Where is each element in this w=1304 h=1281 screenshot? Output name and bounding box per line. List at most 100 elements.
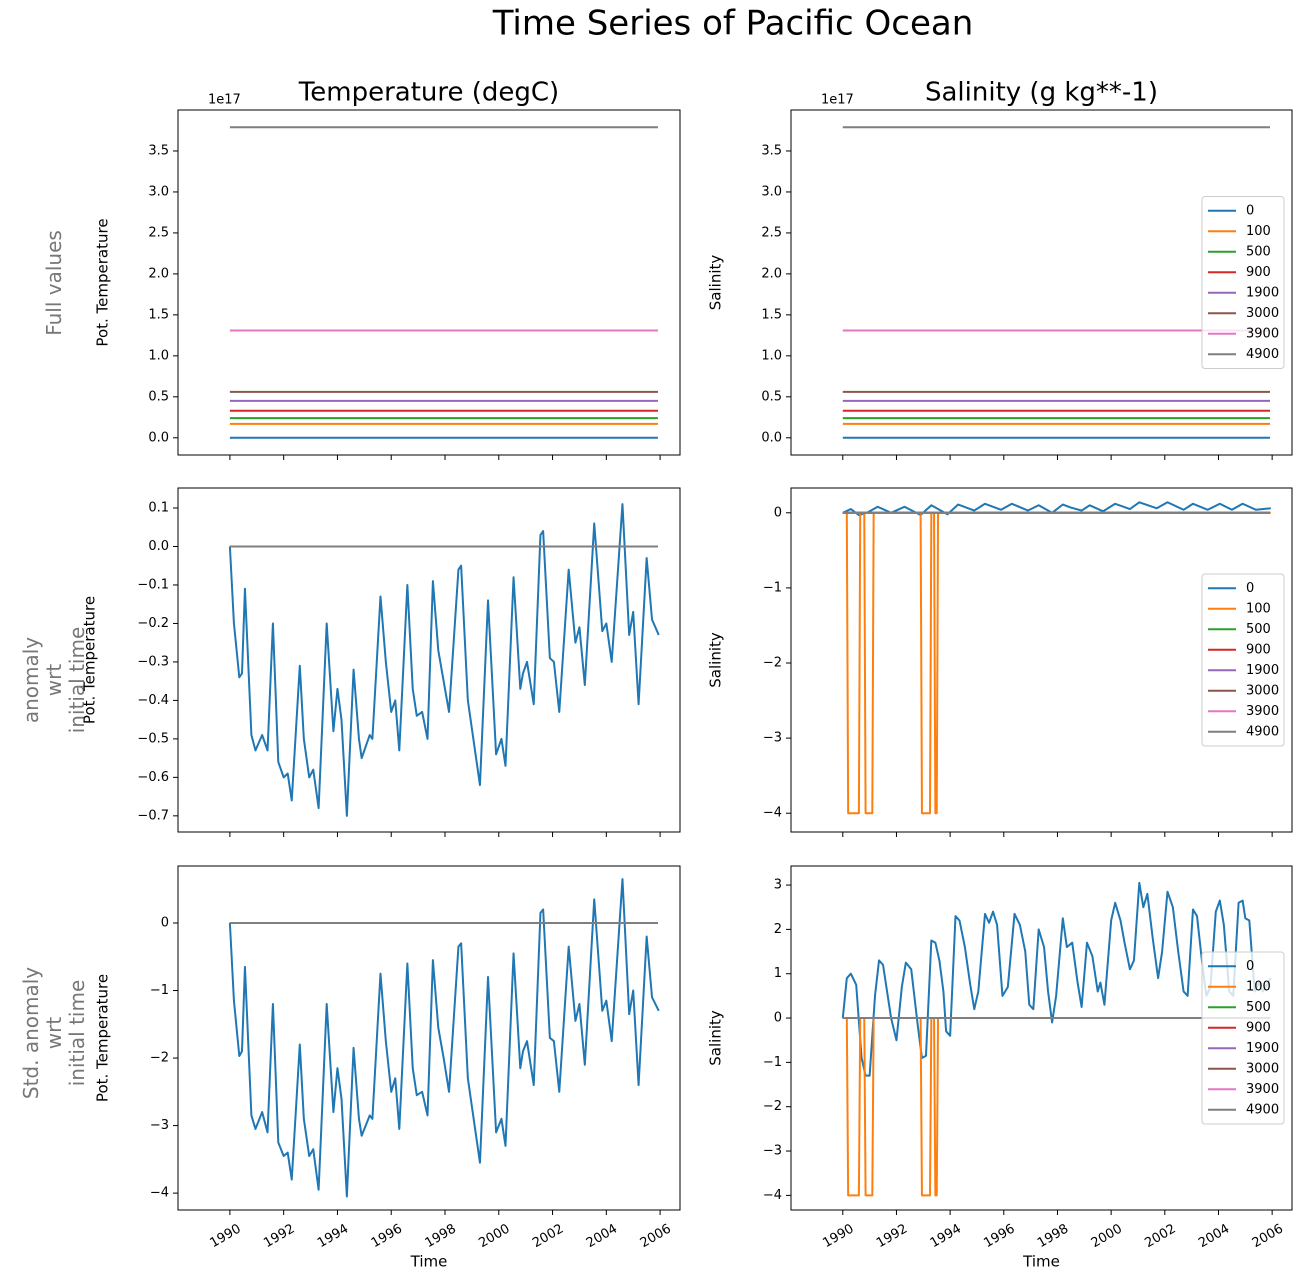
plot-frame <box>790 865 1293 1211</box>
legend-label: 900 <box>1246 642 1271 657</box>
x-tick-label: 1998 <box>423 1222 459 1252</box>
x-tick-label: 1996 <box>369 1222 405 1252</box>
plot-frame <box>177 487 681 833</box>
row-label: Full values <box>42 230 66 336</box>
x-tick-label: 2004 <box>584 1222 620 1252</box>
x-tick-label: 1996 <box>981 1222 1017 1252</box>
x-tick-label: 2000 <box>1089 1222 1125 1252</box>
legend-box <box>1201 573 1285 747</box>
plot-frame <box>177 865 681 1211</box>
y-tick-label: −4 <box>763 1188 782 1203</box>
plot-frame <box>177 109 681 456</box>
y-tick-label: 1 <box>774 966 782 981</box>
legend-label: 1900 <box>1246 663 1279 678</box>
x-tick-label: 2002 <box>530 1222 566 1252</box>
y-axis-label: Pot. Temperature <box>81 596 99 724</box>
y-tick-label: 0 <box>774 505 782 520</box>
y-tick-label: 2 <box>774 922 782 937</box>
y-tick-label: −0.4 <box>137 693 169 708</box>
y-tick-label: −4 <box>150 1186 169 1201</box>
legend-label: 100 <box>1246 224 1271 239</box>
legend-label: 0 <box>1246 581 1254 596</box>
y-tick-label: 3 <box>774 878 782 893</box>
plot-frame <box>790 109 1293 456</box>
legend-label: 0 <box>1246 959 1254 974</box>
legend-label: 100 <box>1246 979 1271 994</box>
y-tick-label: 2.0 <box>761 266 782 281</box>
legend-label: 4900 <box>1246 347 1279 362</box>
y-tick-label: 1.0 <box>761 348 782 363</box>
x-tick-label: 1994 <box>315 1222 351 1252</box>
x-axis-label: Time <box>1022 1253 1060 1271</box>
y-axis-label: Salinity <box>707 632 725 688</box>
legend-label: 100 <box>1246 601 1271 616</box>
y-tick-label: 3.5 <box>148 143 169 158</box>
y-tick-label: 0.0 <box>761 430 782 445</box>
data-line <box>228 878 660 1198</box>
row-label: Std. anomalywrtinitial time <box>19 967 89 1099</box>
data-line <box>842 501 1271 517</box>
y-axis-label: Salinity <box>707 1010 725 1066</box>
x-tick-label: 1990 <box>820 1222 856 1252</box>
legend-label: 500 <box>1246 244 1271 259</box>
legend-label: 3000 <box>1246 683 1279 698</box>
y-axis-label: Pot. Temperature <box>94 974 112 1102</box>
legend-label: 3000 <box>1246 1061 1279 1076</box>
y-tick-label: −3 <box>150 1118 169 1133</box>
x-tick-label: 2006 <box>1250 1222 1286 1252</box>
legend-label: 900 <box>1246 1020 1271 1035</box>
row-label: anomalywrtinitial time <box>19 627 89 734</box>
y-tick-label: −0.3 <box>137 654 169 669</box>
y-tick-label: 3.5 <box>761 143 782 158</box>
y-tick-label: −3 <box>763 1144 782 1159</box>
legend-box <box>1201 951 1285 1125</box>
y-tick-label: 0.0 <box>148 430 169 445</box>
legend-label: 3900 <box>1246 1082 1279 1097</box>
y-tick-label: −1 <box>150 983 169 998</box>
x-tick-label: 1992 <box>874 1222 910 1252</box>
legend-label: 4900 <box>1246 724 1279 739</box>
y-tick-label: 2.5 <box>148 225 169 240</box>
x-tick-label: 2002 <box>1142 1222 1178 1252</box>
y-tick-label: −0.5 <box>137 731 169 746</box>
y-tick-label: −2 <box>150 1051 169 1066</box>
y-tick-label: −0.7 <box>137 808 169 823</box>
y-tick-label: −0.1 <box>137 577 169 592</box>
y-tick-label: 2.0 <box>148 266 169 281</box>
y-tick-label: 1.0 <box>148 348 169 363</box>
y-tick-label: 0.0 <box>148 539 169 554</box>
y-tick-label: 0 <box>161 915 169 930</box>
y-tick-label: −4 <box>763 806 782 821</box>
plot-frame <box>790 487 1293 833</box>
subplot-title: Temperature (degC) <box>298 78 559 108</box>
x-tick-label: 1994 <box>928 1222 964 1252</box>
y-tick-label: 3.0 <box>148 184 169 199</box>
y-tick-label: −0.6 <box>137 770 169 785</box>
y-tick-label: 3.0 <box>761 184 782 199</box>
legend-label: 3000 <box>1246 306 1279 321</box>
legend-label: 4900 <box>1246 1102 1279 1117</box>
legend-label: 0 <box>1246 203 1254 218</box>
y-tick-label: 0.5 <box>148 389 169 404</box>
y-axis-label: Pot. Temperature <box>94 218 112 346</box>
y-tick-label: −2 <box>763 656 782 671</box>
legend-label: 3900 <box>1246 326 1279 341</box>
x-tick-label: 1990 <box>207 1222 243 1252</box>
y-tick-label: 0.1 <box>148 501 169 516</box>
y-tick-label: 0 <box>774 1011 782 1026</box>
figure-title: Time Series of Pacific Ocean <box>492 4 974 44</box>
legend-label: 500 <box>1246 622 1271 637</box>
y-tick-label: −3 <box>763 731 782 746</box>
x-tick-label: 1992 <box>261 1222 297 1252</box>
x-tick-label: 2006 <box>638 1222 674 1252</box>
data-line <box>228 503 660 817</box>
y-tick-label: −1 <box>763 1055 782 1070</box>
y-tick-label: −1 <box>763 580 782 595</box>
offset-label: 1e17 <box>208 93 241 108</box>
y-tick-label: 0.5 <box>761 389 782 404</box>
offset-label: 1e17 <box>821 93 854 108</box>
legend-label: 3900 <box>1246 704 1279 719</box>
y-tick-label: −0.2 <box>137 616 169 631</box>
legend-label: 900 <box>1246 265 1271 280</box>
